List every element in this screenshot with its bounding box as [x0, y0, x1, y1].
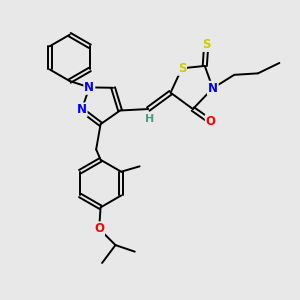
Text: S: S: [202, 38, 211, 51]
Text: H: H: [145, 114, 154, 124]
Text: N: N: [208, 82, 218, 95]
Text: N: N: [84, 81, 94, 94]
Text: S: S: [178, 62, 186, 75]
Text: O: O: [94, 222, 104, 235]
Text: O: O: [206, 115, 216, 128]
Text: N: N: [76, 103, 87, 116]
